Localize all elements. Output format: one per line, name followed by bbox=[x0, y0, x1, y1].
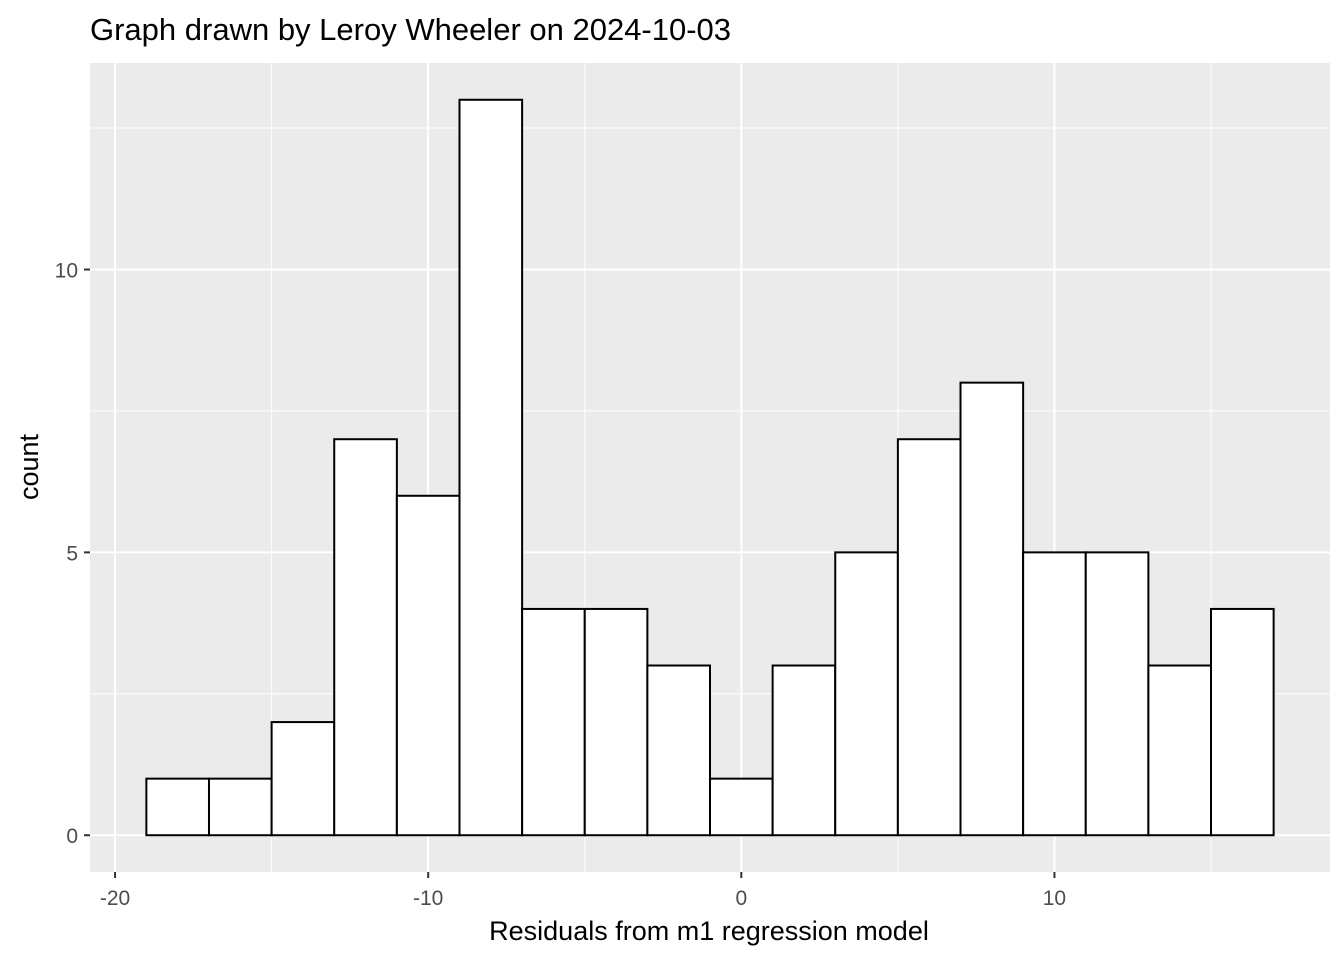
histogram-bar bbox=[145, 777, 210, 837]
histogram-bar bbox=[333, 438, 398, 837]
y-tick-label: 5 bbox=[66, 542, 78, 565]
histogram-bar bbox=[1084, 551, 1150, 837]
histogram-bar bbox=[709, 777, 774, 837]
axis-ticks: -20 -10 0 10 0 5 10 bbox=[55, 259, 1066, 910]
histogram-bar bbox=[458, 98, 524, 837]
histogram-bar bbox=[1210, 607, 1275, 837]
histogram-bar bbox=[1147, 664, 1213, 837]
x-axis-title: Residuals from m1 regression model bbox=[489, 916, 929, 946]
histogram-bar bbox=[583, 607, 649, 837]
histogram-bar bbox=[959, 381, 1025, 837]
y-tick-label: 10 bbox=[55, 259, 78, 282]
histogram-bar bbox=[834, 551, 899, 837]
x-tick-label: 0 bbox=[735, 887, 747, 910]
y-tick-label: 0 bbox=[66, 825, 78, 848]
y-axis-title: count bbox=[14, 433, 44, 500]
histogram-bar bbox=[207, 777, 273, 837]
histogram-bar bbox=[270, 721, 336, 837]
histogram-bar bbox=[1022, 551, 1087, 837]
histogram-bar bbox=[646, 664, 711, 837]
x-tick-label: -20 bbox=[100, 887, 130, 910]
histogram-bar bbox=[771, 664, 837, 837]
chart-title: Graph drawn by Leroy Wheeler on 2024-10-… bbox=[90, 12, 731, 47]
x-tick-label: 10 bbox=[1043, 887, 1066, 910]
histogram-bar bbox=[395, 494, 461, 837]
histogram-bar bbox=[896, 438, 962, 837]
histogram-bar bbox=[521, 607, 586, 837]
x-tick-label: -10 bbox=[413, 887, 443, 910]
histogram-bars bbox=[145, 98, 1275, 837]
